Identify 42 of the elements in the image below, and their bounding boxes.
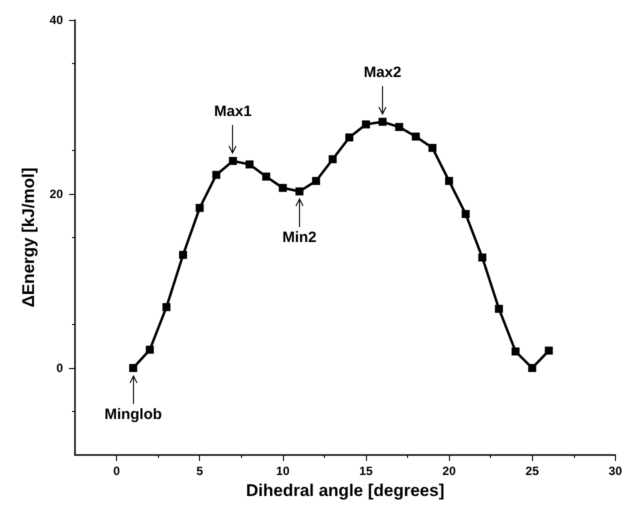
point [544,346,553,355]
point [362,120,370,128]
x-tick-label: 5 [196,464,204,478]
point [295,187,304,196]
x-axis-title: Dihedral angle [degrees] [246,480,444,500]
point [328,155,337,164]
point [312,176,320,185]
point [494,304,503,313]
point [445,176,454,185]
point [478,254,486,262]
x-tick-label: 25 [526,464,540,478]
annotation: Max2 [364,64,402,81]
x-tick-label: 30 [608,464,622,478]
y-tick-label: 20 [50,187,64,201]
y-tick-label: 40 [50,13,64,27]
point [129,364,138,372]
annotation: Min2 [282,229,317,246]
x-tick-label: 10 [276,464,290,478]
point [196,204,204,212]
y-axis-title: ΔEnergy [kJ/mol] [19,168,38,308]
point [528,364,536,372]
x-tick-label: 0 [113,464,120,478]
point [162,303,170,312]
x-tick-label: 20 [442,464,456,478]
point [395,123,404,132]
point [278,184,287,192]
point [246,160,254,168]
point [179,250,188,259]
point [228,156,237,165]
x-tick-label: 15 [359,464,373,478]
point [428,144,436,152]
point [512,347,520,356]
point [378,118,387,126]
point [146,346,154,354]
point [412,132,420,141]
point [212,170,220,179]
point [462,210,470,218]
point [262,172,270,181]
annotation: Max1 [214,102,252,120]
point [345,133,354,142]
y-tick-label: 0 [56,361,64,375]
annotation: Minglob [104,406,162,423]
